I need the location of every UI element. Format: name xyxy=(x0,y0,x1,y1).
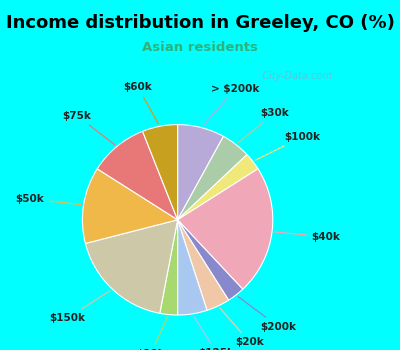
Wedge shape xyxy=(178,220,243,300)
Wedge shape xyxy=(82,169,178,244)
Text: City-Data.com: City-Data.com xyxy=(256,71,332,82)
Text: > $200k: > $200k xyxy=(203,84,260,126)
Text: $75k: $75k xyxy=(62,111,115,145)
Wedge shape xyxy=(97,131,178,220)
Wedge shape xyxy=(160,220,178,315)
Text: $30k: $30k xyxy=(238,108,289,143)
Wedge shape xyxy=(178,169,273,289)
Wedge shape xyxy=(178,220,207,315)
Text: $20k: $20k xyxy=(220,308,264,347)
Text: $10k: $10k xyxy=(136,317,168,350)
Text: $150k: $150k xyxy=(49,291,110,323)
Wedge shape xyxy=(178,155,258,220)
Text: $125k: $125k xyxy=(194,316,235,350)
Wedge shape xyxy=(178,136,247,220)
Text: Asian residents: Asian residents xyxy=(142,41,258,54)
Text: $60k: $60k xyxy=(124,82,158,124)
Wedge shape xyxy=(142,125,178,220)
Text: Income distribution in Greeley, CO (%): Income distribution in Greeley, CO (%) xyxy=(6,14,394,32)
Text: $100k: $100k xyxy=(255,132,320,160)
Wedge shape xyxy=(85,220,178,313)
Wedge shape xyxy=(178,220,229,310)
Text: $40k: $40k xyxy=(275,232,340,242)
Text: $50k: $50k xyxy=(15,194,81,205)
Wedge shape xyxy=(178,125,224,220)
Text: $200k: $200k xyxy=(238,297,296,331)
